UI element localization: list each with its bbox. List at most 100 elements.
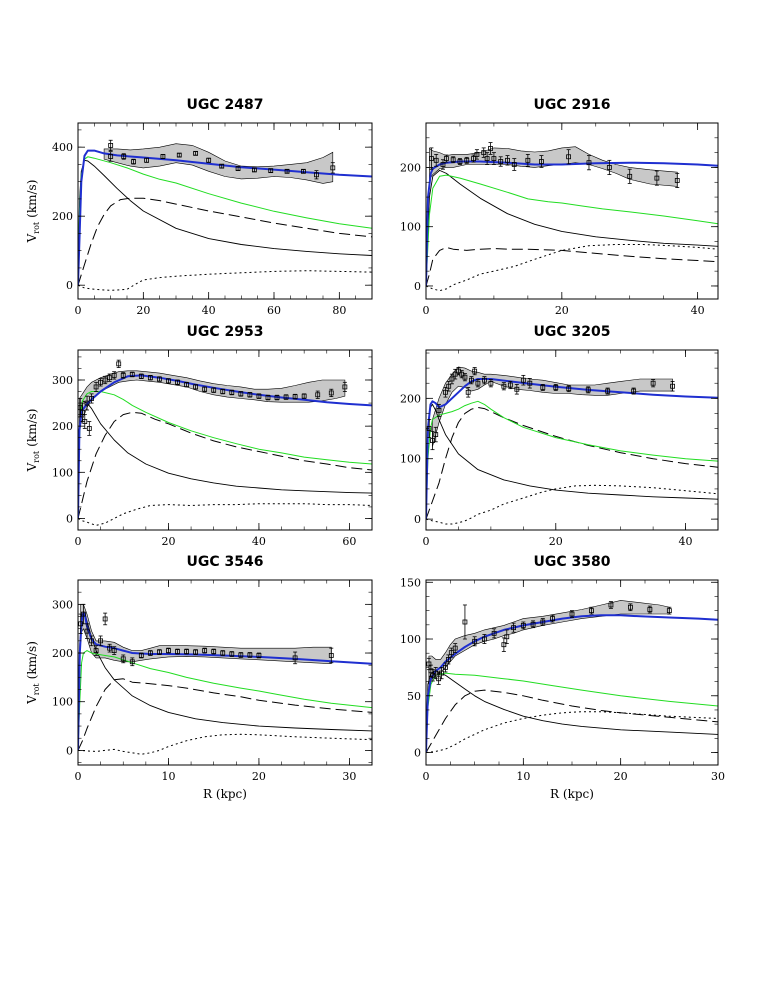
data-point [505,155,510,166]
data-point [514,384,520,395]
data-point [520,374,526,386]
point-marker [488,380,494,386]
point-marker [98,379,104,385]
point-marker [511,162,517,167]
data-point [585,386,591,394]
data-point [256,652,262,659]
point-marker [520,377,526,383]
point-marker [120,656,126,662]
data-point [116,359,122,368]
point-marker [430,438,435,444]
point-marker [501,383,507,389]
x-tick-label: 60 [342,535,356,548]
data-point [328,647,334,664]
point-marker [445,657,451,662]
y-axis-label: Vrot (km/s) [25,409,41,473]
point-marker [111,648,117,653]
data-point [433,154,439,167]
point-marker [586,160,592,166]
point-marker [93,648,99,653]
data-point [464,156,470,164]
point-marker [184,649,189,654]
data-point [292,651,298,665]
point-marker [481,636,487,642]
point-marker [157,376,162,382]
point-marker [507,382,513,388]
point-marker [566,386,572,392]
point-marker [292,655,298,661]
y-tick-label: 0 [66,512,73,525]
halo-curve [426,246,718,287]
point-marker [498,159,504,164]
x-axis-label: R (kpc) [203,787,247,801]
data-point [452,643,458,654]
point-marker [525,157,531,163]
point-marker [484,156,490,161]
point-marker [540,385,546,390]
data-point [274,394,280,401]
bulge-curve [426,670,718,753]
point-marker [491,156,497,161]
data-point [475,379,481,388]
data-point [540,384,546,391]
point-marker [666,608,672,614]
data-point [102,612,108,626]
point-marker [107,645,113,651]
data-point [433,426,439,443]
bulge-curve [426,169,718,287]
point-marker [247,652,253,658]
data-point [251,167,257,173]
bulge-curve [426,403,718,520]
x-tick-label: 20 [252,770,266,783]
data-point [235,166,241,171]
data-point [147,374,153,381]
y-tick-label: 0 [414,280,421,293]
point-marker [491,630,497,636]
x-tick-label: 40 [679,535,693,548]
data-point [462,373,468,382]
data-point [147,650,153,656]
point-marker [202,386,208,392]
data-point [504,629,510,644]
panel-title: UGC 2953 [187,324,264,340]
y-axis-label-symbol: V [25,695,39,705]
x-tick-label: 40 [252,535,266,548]
data-point [520,621,526,630]
y-axis-label-symbol: V [25,462,39,472]
y-tick-label: 300 [52,374,73,387]
point-marker [147,650,153,656]
data-point [589,606,594,615]
data-point [157,649,162,655]
x-tick-label: 0 [423,770,430,783]
point-marker [450,157,456,163]
y-tick-label: 150 [400,576,421,589]
data-point [84,395,90,411]
data-point [553,384,559,391]
y-tick-label: 100 [52,696,73,709]
point-marker [84,400,90,406]
y-tick-label: 0 [414,747,421,760]
point-marker [674,178,680,183]
y-axis-label: Vrot (km/s) [25,180,41,244]
data-point [247,392,253,398]
point-marker [605,388,611,394]
point-marker [465,389,471,395]
data-point [229,651,235,657]
data-point [129,657,135,667]
y-axis-label: Vrot (km/s) [25,641,41,705]
data-point [184,648,189,655]
data-point [202,647,208,654]
panel-3: UGC 2953 0 20 40 60 0 100 200 300 Vrot (km/s) [25,324,373,548]
data-point [491,628,497,639]
point-marker [464,157,470,163]
halo-curve [78,197,372,286]
data-point [166,647,171,654]
data-point [488,379,494,388]
data-point [507,381,513,390]
point-marker [102,616,108,622]
plot-area [78,139,372,291]
data-point [501,637,507,652]
point-marker [670,383,675,389]
y-tick-label: 100 [400,633,421,646]
point-marker [160,154,166,159]
